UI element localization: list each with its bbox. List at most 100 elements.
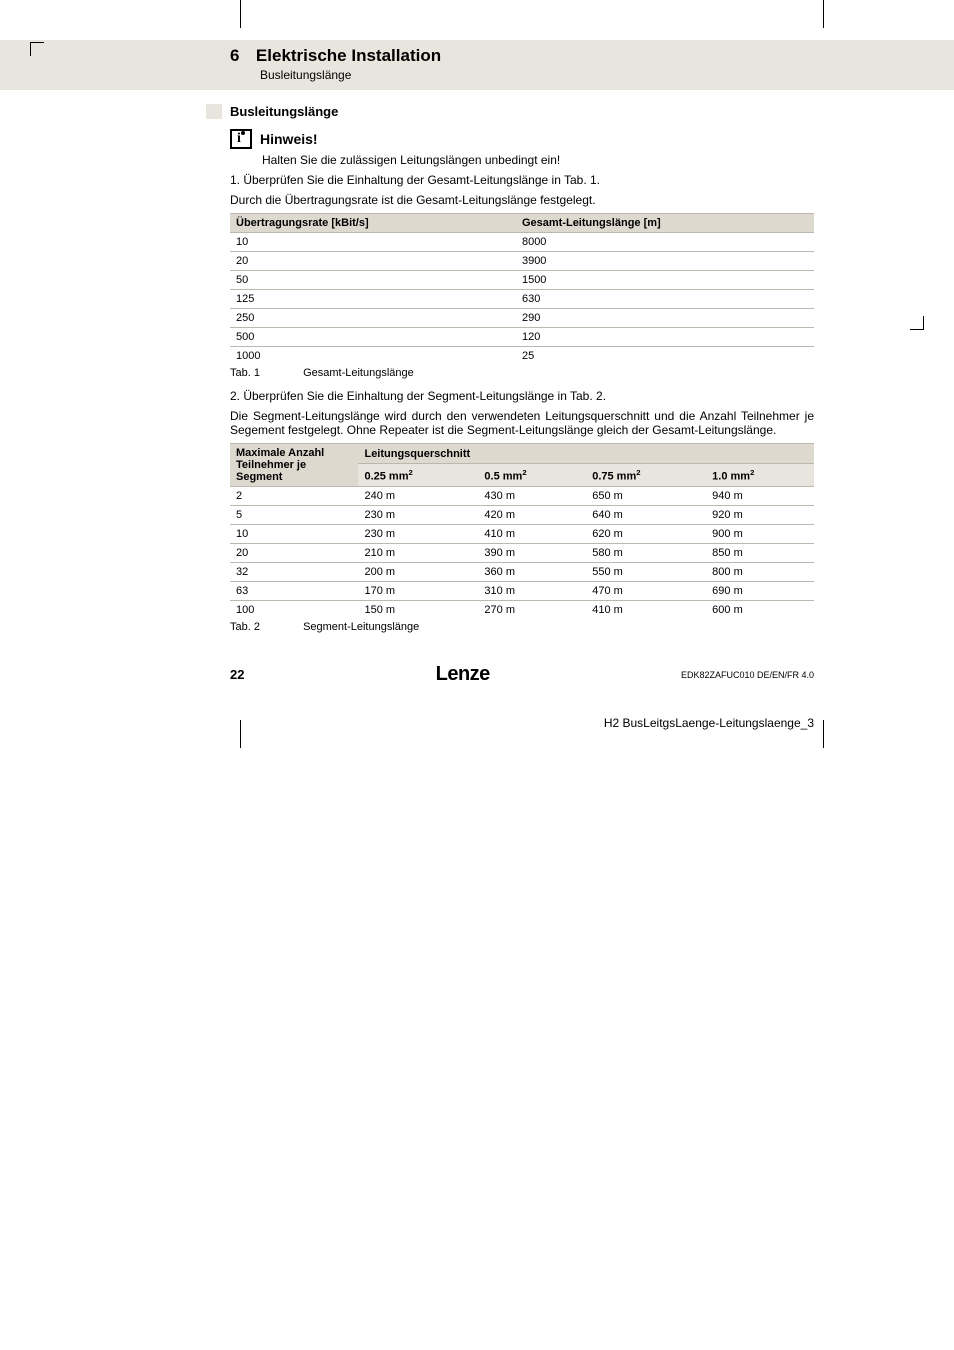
table-cell: 620 m: [586, 525, 706, 544]
table-subheader-cell: 0.25 mm2: [358, 464, 478, 487]
table-cell: 170 m: [358, 582, 478, 601]
table-row: 2240 m430 m650 m940 m: [230, 487, 814, 506]
chapter-title: Elektrische Installation: [256, 46, 441, 65]
content-body: Busleitungslänge i Hinweis! Halten Sie d…: [230, 104, 814, 686]
table-cell: 250: [230, 309, 516, 328]
crop-mark: [823, 0, 824, 28]
table-cell: 8000: [516, 233, 814, 252]
page-footer: 22 Lenze EDK82ZAFUC010 DE/EN/FR 4.0: [230, 663, 814, 686]
caption-text: Gesamt-Leitungslänge: [303, 367, 414, 379]
table-row: 125630: [230, 290, 814, 309]
table-caption: Tab. 1 Gesamt-Leitungslänge: [230, 367, 814, 379]
table-cell: 125: [230, 290, 516, 309]
table-cell: 230 m: [358, 506, 478, 525]
table-cell: 210 m: [358, 544, 478, 563]
crop-mark: [240, 720, 241, 748]
note-body: Halten Sie die zulässigen Leitungslängen…: [262, 153, 814, 167]
table-cell: 410 m: [478, 525, 586, 544]
table-subheader-cell: 0.5 mm2: [478, 464, 586, 487]
table-cell: 100: [230, 601, 358, 620]
table-cell: 500: [230, 328, 516, 347]
table-cell: 650 m: [586, 487, 706, 506]
table-2: Maximale Anzahl Teilnehmer je Segment Le…: [230, 443, 814, 619]
step-text: 2. Überprüfen Sie die Einhaltung der Seg…: [230, 389, 814, 403]
crop-mark: [240, 0, 241, 28]
table-cell: 360 m: [478, 563, 586, 582]
table-cell: 2: [230, 487, 358, 506]
chapter-subtitle: Busleitungslänge: [260, 68, 954, 82]
document-id: EDK82ZAFUC010 DE/EN/FR 4.0: [681, 670, 814, 680]
note-box: i Hinweis! Halten Sie die zulässigen Lei…: [230, 129, 814, 167]
table-cell: 200 m: [358, 563, 478, 582]
step-text: 1. Überprüfen Sie die Einhaltung der Ges…: [230, 173, 814, 187]
table-cell: 120: [516, 328, 814, 347]
table-row: 32200 m360 m550 m800 m: [230, 563, 814, 582]
table-cell: 420 m: [478, 506, 586, 525]
caption-label: Tab. 2: [230, 621, 300, 633]
table-cell: 600 m: [706, 601, 814, 620]
caption-text: Segment-Leitungslänge: [303, 621, 419, 633]
table-header-cell: Übertragungsrate [kBit/s]: [230, 214, 516, 233]
table-cell: 800 m: [706, 563, 814, 582]
table-cell: 3900: [516, 252, 814, 271]
table-row: 100025: [230, 347, 814, 366]
table-cell: 470 m: [586, 582, 706, 601]
step-subtext: Die Segment-Leitungslänge wird durch den…: [230, 409, 814, 437]
step-subtext: Durch die Übertragungsrate ist die Gesam…: [230, 193, 814, 207]
table-cell: 63: [230, 582, 358, 601]
table-row: 5230 m420 m640 m920 m: [230, 506, 814, 525]
table-cell: 20: [230, 252, 516, 271]
table-cell: 10: [230, 525, 358, 544]
table-cell: 550 m: [586, 563, 706, 582]
table-cell: 270 m: [478, 601, 586, 620]
table-cell: 580 m: [586, 544, 706, 563]
section-heading: Busleitungslänge: [206, 104, 814, 119]
table-cell: 900 m: [706, 525, 814, 544]
table-row: 63170 m310 m470 m690 m: [230, 582, 814, 601]
table-cell: 50: [230, 271, 516, 290]
table-cell: 940 m: [706, 487, 814, 506]
table-header-row: Maximale Anzahl Teilnehmer je Segment Le…: [230, 444, 814, 464]
table-cell: 32: [230, 563, 358, 582]
crop-mark: [30, 42, 44, 56]
table-subheader-cell: 1.0 mm2: [706, 464, 814, 487]
table-row: 203900: [230, 252, 814, 271]
table-rowgroup-header: Maximale Anzahl Teilnehmer je Segment: [230, 444, 358, 487]
table-row: 10230 m410 m620 m900 m: [230, 525, 814, 544]
table-1: Übertragungsrate [kBit/s] Gesamt-Leitung…: [230, 213, 814, 365]
chapter-header: 6 Elektrische Installation Busleitungslä…: [0, 40, 954, 90]
table-cell: 25: [516, 347, 814, 366]
page-number: 22: [230, 667, 244, 682]
table-cell: 690 m: [706, 582, 814, 601]
table-cell: 5: [230, 506, 358, 525]
brand-logo: Lenze: [436, 663, 490, 686]
table-cell: 430 m: [478, 487, 586, 506]
crop-mark: [823, 720, 824, 748]
table-cell: 640 m: [586, 506, 706, 525]
table-cell: 1500: [516, 271, 814, 290]
table-cell: 240 m: [358, 487, 478, 506]
table-cell: 230 m: [358, 525, 478, 544]
table-cell: 150 m: [358, 601, 478, 620]
table-cell: 630: [516, 290, 814, 309]
table-header-row: Übertragungsrate [kBit/s] Gesamt-Leitung…: [230, 214, 814, 233]
table-cell: 1000: [230, 347, 516, 366]
table-cell: 410 m: [586, 601, 706, 620]
table-row: 500120: [230, 328, 814, 347]
table-group-header: Leitungsquerschnitt: [358, 444, 814, 464]
table-cell: 10: [230, 233, 516, 252]
table-row: 250290: [230, 309, 814, 328]
table-row: 108000: [230, 233, 814, 252]
table-row: 20210 m390 m580 m850 m: [230, 544, 814, 563]
table-subheader-cell: 0.75 mm2: [586, 464, 706, 487]
info-icon: i: [230, 129, 252, 149]
note-title: Hinweis!: [260, 131, 318, 147]
table-caption: Tab. 2 Segment-Leitungslänge: [230, 621, 814, 633]
caption-label: Tab. 1: [230, 367, 300, 379]
table-cell: 20: [230, 544, 358, 563]
table-cell: 850 m: [706, 544, 814, 563]
crop-mark: [910, 316, 924, 330]
table-cell: 310 m: [478, 582, 586, 601]
table-header-cell: Gesamt-Leitungslänge [m]: [516, 214, 814, 233]
table-cell: 290: [516, 309, 814, 328]
